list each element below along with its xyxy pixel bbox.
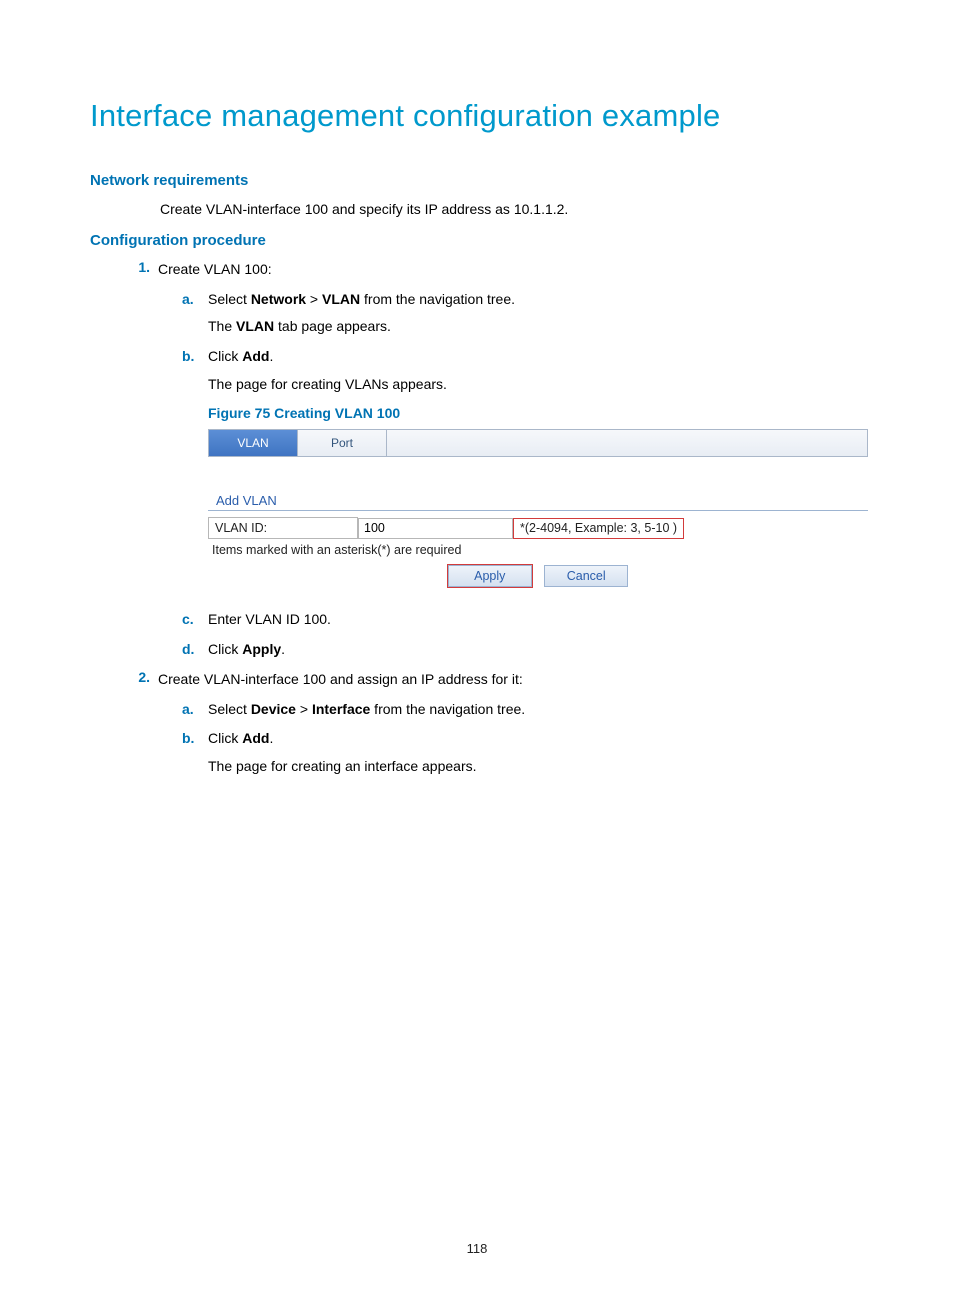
step-2a-b2: Interface [312,701,370,717]
step-2b-text: Click Add. [208,730,273,746]
step-1-substeps: a. Select Network > VLAN from the naviga… [182,289,864,396]
step-2a-pre: Select [208,701,251,717]
step-1b-pre: Click [208,348,242,364]
step-2b-b1: Add [242,730,269,746]
step-1d: d. Click Apply. [182,639,864,661]
step-1b-text: Click Add. [208,348,273,364]
figure-button-row: Apply Cancel [208,565,868,587]
figure-tabs: VLAN Port [208,429,868,457]
tabs-spacer [387,430,867,456]
step-1a-sub-b: VLAN [236,318,274,334]
step-2a: a. Select Device > Interface from the na… [182,699,864,721]
step-1-text: Create VLAN 100: [158,261,272,277]
step-1b-marker: b. [182,346,194,368]
step-1a-pre: Select [208,291,251,307]
step-1: 1. Create VLAN 100: a. Select Network > … [128,259,864,661]
step-2b-marker: b. [182,728,194,750]
step-1c-marker: c. [182,609,194,631]
step-1c: c. Enter VLAN ID 100. [182,609,864,631]
step-1d-marker: d. [182,639,194,661]
step-2a-post: from the navigation tree. [370,701,525,717]
heading-network-requirements: Network requirements [90,172,864,189]
step-2a-b1: Device [251,701,296,717]
step-2b-pre: Click [208,730,242,746]
figure-vlan-ui: VLAN Port Add VLAN VLAN ID: *(2-4094, Ex… [208,429,868,587]
step-2-marker: 2. [128,669,150,685]
vlan-id-hint: *(2-4094, Example: 3, 5-10 ) [513,518,684,539]
step-2b-sub: The page for creating an interface appea… [208,756,864,778]
step-1a-marker: a. [182,289,194,311]
step-1a-text: Select Network > VLAN from the navigatio… [208,291,515,307]
step-1b: b. Click Add. The page for creating VLAN… [182,346,864,395]
vlan-id-input[interactable] [358,518,513,539]
step-1b-post: . [269,348,273,364]
step-2b: b. Click Add. The page for creating an i… [182,728,864,777]
page-number: 118 [0,1241,954,1256]
step-1-marker: 1. [128,259,150,275]
step-2a-mid: > [296,701,312,717]
tab-vlan[interactable]: VLAN [209,430,298,456]
cancel-button[interactable]: Cancel [544,565,628,587]
step-1d-b1: Apply [242,641,281,657]
network-requirements-body: Create VLAN-interface 100 and specify it… [160,199,864,220]
step-1d-pre: Click [208,641,242,657]
step-1b-sub: The page for creating VLANs appears. [208,374,864,396]
step-1a: a. Select Network > VLAN from the naviga… [182,289,864,338]
step-1a-sub-post: tab page appears. [274,318,391,334]
step-2a-text: Select Device > Interface from the navig… [208,701,525,717]
figure-section-title: Add VLAN [216,493,868,508]
step-2: 2. Create VLAN-interface 100 and assign … [128,669,864,778]
tab-port[interactable]: Port [298,430,387,456]
step-2-text: Create VLAN-interface 100 and assign an … [158,671,523,687]
step-2a-marker: a. [182,699,194,721]
vlan-id-label: VLAN ID: [208,517,358,539]
step-1a-b1: Network [251,291,306,307]
figure-form-row: VLAN ID: *(2-4094, Example: 3, 5-10 ) [208,517,868,539]
step-1a-post: from the navigation tree. [360,291,515,307]
page-title: Interface management configuration examp… [90,98,864,134]
step-1a-mid: > [306,291,322,307]
apply-button[interactable]: Apply [448,565,532,587]
step-1c-text: Enter VLAN ID 100. [208,611,331,627]
step-1a-sub-pre: The [208,318,236,334]
step-1d-text: Click Apply. [208,641,285,657]
figure-required-note: Items marked with an asterisk(*) are req… [212,543,868,557]
step-1-substeps-cont: c. Enter VLAN ID 100. d. Click Apply. [182,609,864,660]
step-1a-sub: The VLAN tab page appears. [208,316,864,338]
step-2-substeps: a. Select Device > Interface from the na… [182,699,864,778]
step-1b-b1: Add [242,348,269,364]
step-1a-b2: VLAN [322,291,360,307]
figure-divider [208,510,868,511]
step-2b-post: . [269,730,273,746]
figure-caption: Figure 75 Creating VLAN 100 [208,405,864,421]
heading-configuration-procedure: Configuration procedure [90,232,864,249]
step-1d-post: . [281,641,285,657]
procedure-list: 1. Create VLAN 100: a. Select Network > … [128,259,864,778]
